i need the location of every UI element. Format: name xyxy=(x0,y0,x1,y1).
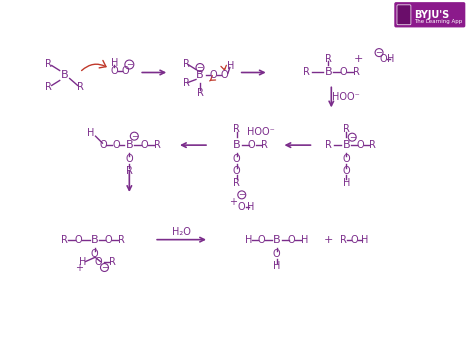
Text: H: H xyxy=(87,128,94,138)
Text: R: R xyxy=(182,58,190,69)
Text: B: B xyxy=(233,140,241,150)
Text: R: R xyxy=(46,58,52,69)
Text: −: − xyxy=(126,60,133,69)
Text: R: R xyxy=(233,178,240,188)
Text: O: O xyxy=(75,235,82,245)
Text: +: + xyxy=(229,197,237,207)
FancyBboxPatch shape xyxy=(395,3,465,27)
Text: O: O xyxy=(91,249,98,259)
Text: R: R xyxy=(369,140,375,150)
Text: O: O xyxy=(339,68,347,78)
Text: O: O xyxy=(100,140,107,150)
Text: O: O xyxy=(95,257,102,267)
Text: −: − xyxy=(131,132,138,141)
Text: O: O xyxy=(350,235,358,245)
Text: O: O xyxy=(288,235,295,245)
Text: R: R xyxy=(233,124,240,134)
Text: O: O xyxy=(233,166,241,176)
Text: O: O xyxy=(126,154,133,164)
Text: H₂O: H₂O xyxy=(172,227,191,237)
Text: R: R xyxy=(325,140,332,150)
Text: −: − xyxy=(375,48,383,57)
Text: The Learning App: The Learning App xyxy=(414,19,462,24)
Text: O: O xyxy=(356,140,364,150)
Text: R: R xyxy=(343,124,350,134)
Text: R: R xyxy=(340,235,346,245)
Text: O: O xyxy=(379,54,387,64)
Text: −: − xyxy=(238,190,245,199)
Text: O: O xyxy=(233,154,241,164)
Text: R: R xyxy=(118,235,125,245)
Text: +: + xyxy=(324,235,333,245)
FancyArrowPatch shape xyxy=(82,61,106,71)
Text: R: R xyxy=(109,257,116,267)
Text: O: O xyxy=(342,166,350,176)
Text: R: R xyxy=(154,140,161,150)
Text: H: H xyxy=(301,235,308,245)
Text: O: O xyxy=(258,235,265,245)
Text: HOO⁻: HOO⁻ xyxy=(332,92,360,102)
Text: H: H xyxy=(247,202,255,212)
Text: R: R xyxy=(325,54,332,64)
Text: R: R xyxy=(261,140,268,150)
Text: R: R xyxy=(46,82,52,92)
Text: B: B xyxy=(325,68,332,78)
Text: R: R xyxy=(197,88,203,98)
Text: B: B xyxy=(342,140,350,150)
Text: −: − xyxy=(101,263,108,272)
Text: H: H xyxy=(273,260,280,271)
Text: H: H xyxy=(111,57,118,68)
Text: O: O xyxy=(238,202,246,212)
Text: B: B xyxy=(273,235,281,245)
Text: R: R xyxy=(303,68,310,78)
Text: B: B xyxy=(61,70,68,81)
Text: −: − xyxy=(349,133,356,142)
Text: O: O xyxy=(110,66,118,75)
Text: R: R xyxy=(77,82,84,92)
Text: R: R xyxy=(353,68,360,78)
Text: O: O xyxy=(209,70,217,81)
Text: +: + xyxy=(354,54,363,64)
Text: O: O xyxy=(113,140,120,150)
Text: O: O xyxy=(342,154,350,164)
Text: H: H xyxy=(245,235,253,245)
Text: O: O xyxy=(220,70,228,81)
Text: B: B xyxy=(196,70,204,81)
Text: O: O xyxy=(121,66,129,75)
Text: O: O xyxy=(105,235,112,245)
Text: −: − xyxy=(197,63,203,72)
Text: R: R xyxy=(61,235,68,245)
Text: HOO⁻: HOO⁻ xyxy=(247,127,274,137)
Text: +: + xyxy=(74,262,82,272)
FancyArrowPatch shape xyxy=(210,75,216,81)
Text: H: H xyxy=(227,61,235,70)
Text: H: H xyxy=(362,235,369,245)
Text: BYJU'S: BYJU'S xyxy=(414,10,449,20)
Text: R: R xyxy=(126,166,133,176)
Text: B: B xyxy=(91,235,98,245)
Text: H: H xyxy=(387,54,395,64)
Text: R: R xyxy=(182,79,190,88)
Text: O: O xyxy=(140,140,148,150)
Text: O: O xyxy=(273,249,281,259)
Text: H: H xyxy=(343,178,350,188)
Text: H: H xyxy=(79,257,86,267)
FancyBboxPatch shape xyxy=(397,5,411,25)
Text: B: B xyxy=(126,140,133,150)
Text: O: O xyxy=(248,140,255,150)
FancyArrowPatch shape xyxy=(221,65,227,70)
